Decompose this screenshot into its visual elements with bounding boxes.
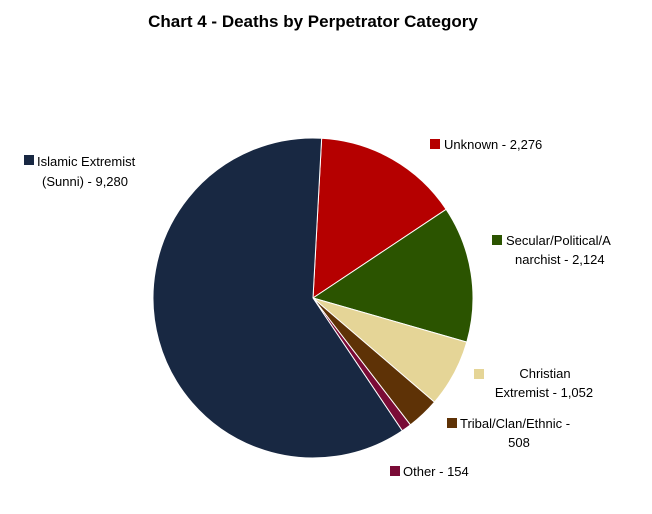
slice-label-text: 508 xyxy=(508,435,530,450)
legend-swatch-5 xyxy=(390,466,400,476)
slice-labels: Islamic Extremist (Sunni) - 9,280 Unknown … xyxy=(24,137,611,479)
slice-label-2: Secular/Political/A narchist - 2,124 xyxy=(492,233,611,267)
slice-label-text: Extremist - 1,052 xyxy=(495,385,593,400)
slice-label-3: Christian Extremist - 1,052 xyxy=(474,366,593,400)
slice-label-text: Islamic Extremist xyxy=(37,154,136,169)
slice-label-5: Other - 154 xyxy=(390,464,469,479)
slice-label-text: Other - 154 xyxy=(403,464,469,479)
slice-label-0: Islamic Extremist (Sunni) - 9,280 xyxy=(24,154,136,189)
slice-label-text: Unknown - 2,276 xyxy=(444,137,542,152)
pie-slices xyxy=(152,137,474,459)
slice-label-text: Christian xyxy=(519,366,570,381)
chart-title: Chart 4 - Deaths by Perpetrator Category xyxy=(148,12,478,31)
legend-swatch-2 xyxy=(492,235,502,245)
pie-slice-1 xyxy=(312,137,447,299)
slice-label-4: Tribal/Clan/Ethnic - 508 xyxy=(447,416,570,450)
pie-slice-0 xyxy=(152,137,403,459)
legend-swatch-3 xyxy=(474,369,484,379)
slice-label-text: Secular/Political/A xyxy=(506,233,611,248)
legend-swatch-4 xyxy=(447,418,457,428)
slice-label-text: Tribal/Clan/Ethnic - xyxy=(460,416,570,431)
legend-swatch-0 xyxy=(24,155,34,165)
pie-slice-2 xyxy=(311,208,474,343)
legend-swatch-1 xyxy=(430,139,440,149)
slice-label-text: (Sunni) - 9,280 xyxy=(42,174,128,189)
slice-label-text: narchist - 2,124 xyxy=(515,252,605,267)
slice-label-1: Unknown - 2,276 xyxy=(430,137,542,152)
